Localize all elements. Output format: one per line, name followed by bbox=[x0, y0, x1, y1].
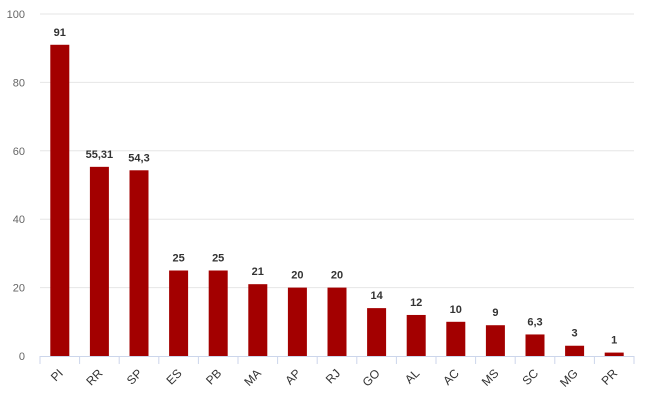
bar[interactable] bbox=[208, 270, 228, 357]
x-axis: PI RR SP ES PB MA AP RJ GO AL AC MS SC MG PR bbox=[39, 356, 635, 390]
data-labels: 91 55,31 54,3 25 25 21 20 20 14 12 10 9 6,3 3 1 bbox=[54, 27, 618, 347]
data-label: 14 bbox=[370, 290, 383, 302]
bar[interactable] bbox=[248, 284, 268, 356]
bar[interactable] bbox=[50, 44, 70, 356]
data-label: 25 bbox=[172, 253, 184, 265]
y-tick-label: 40 bbox=[13, 214, 25, 226]
x-tick-label: AP bbox=[282, 366, 303, 387]
data-label: 6,3 bbox=[527, 316, 542, 328]
bar[interactable] bbox=[604, 352, 624, 356]
y-tick-label: 100 bbox=[7, 9, 25, 21]
data-label: 25 bbox=[212, 253, 224, 265]
x-tick-label: MA bbox=[241, 366, 264, 389]
x-tick-label: PB bbox=[203, 366, 224, 387]
data-label: 21 bbox=[252, 266, 264, 278]
x-tick-label: AC bbox=[440, 366, 462, 388]
x-tick-label: SC bbox=[519, 366, 541, 388]
bar[interactable] bbox=[327, 287, 347, 356]
x-tick-label: MG bbox=[557, 366, 581, 390]
y-tick-label: 0 bbox=[19, 351, 25, 363]
x-tick-label: SP bbox=[124, 366, 145, 387]
x-tick-label: RJ bbox=[323, 366, 343, 386]
bar[interactable] bbox=[406, 314, 426, 356]
bar[interactable] bbox=[287, 287, 307, 356]
bar[interactable] bbox=[565, 345, 585, 356]
x-tick-label: RR bbox=[83, 366, 105, 388]
bar[interactable] bbox=[129, 170, 149, 356]
y-tick-label: 20 bbox=[13, 283, 25, 295]
x-tick-label: MS bbox=[479, 366, 502, 389]
data-label: 20 bbox=[291, 270, 303, 282]
x-tick-label: PR bbox=[599, 366, 621, 388]
x-tick-label: ES bbox=[163, 366, 184, 387]
y-tick-label: 60 bbox=[13, 146, 25, 158]
data-label: 20 bbox=[331, 270, 343, 282]
bar[interactable] bbox=[485, 325, 505, 356]
x-tick-label: PI bbox=[48, 366, 66, 384]
bar[interactable] bbox=[367, 308, 387, 356]
bars bbox=[50, 44, 624, 357]
data-label: 54,3 bbox=[128, 152, 149, 164]
data-label: 10 bbox=[450, 304, 462, 316]
y-tick-label: 80 bbox=[13, 77, 25, 89]
y-axis: 0 20 40 60 80 100 bbox=[7, 9, 25, 363]
bar[interactable] bbox=[525, 334, 545, 356]
data-label: 55,31 bbox=[86, 149, 114, 161]
gridlines bbox=[40, 13, 634, 289]
data-label: 3 bbox=[572, 328, 578, 340]
data-label: 9 bbox=[492, 307, 498, 319]
x-tick-label: AL bbox=[402, 366, 423, 387]
data-label: 12 bbox=[410, 297, 422, 309]
bar[interactable] bbox=[89, 166, 109, 356]
x-tick-label: GO bbox=[360, 366, 383, 389]
data-label: 1 bbox=[611, 335, 617, 347]
data-label: 91 bbox=[54, 27, 66, 39]
bar[interactable] bbox=[446, 321, 466, 356]
bar[interactable] bbox=[169, 270, 189, 357]
